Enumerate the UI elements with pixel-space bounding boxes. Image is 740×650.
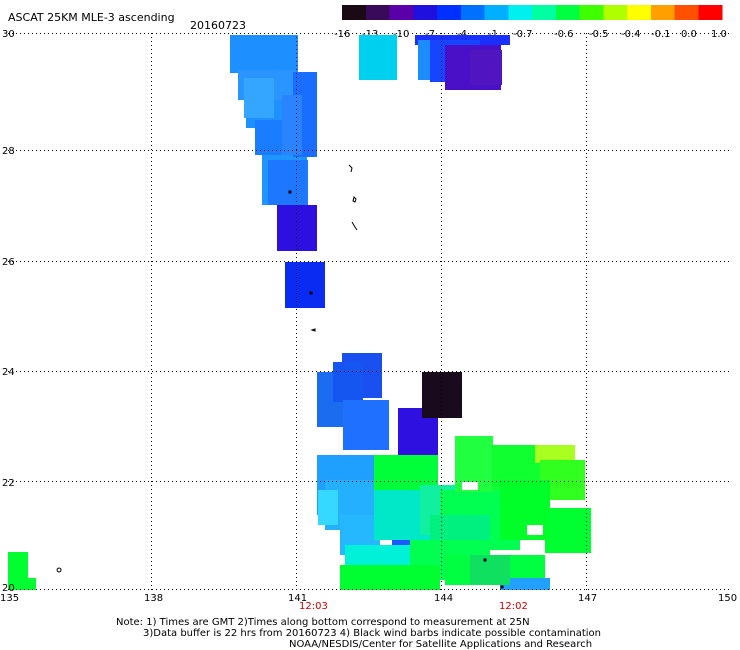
colorbar-label: -0.7 — [513, 29, 533, 40]
wind-data-block — [277, 205, 317, 251]
colorbar-label: -13 — [362, 29, 378, 40]
y-tick-label: 26 — [2, 257, 15, 268]
x-tick-label: 135 — [0, 593, 19, 604]
colorbar-swatch — [437, 5, 462, 20]
wind-data-block — [8, 578, 36, 590]
colorbar-swatch — [555, 5, 581, 20]
y-tick-label: 22 — [2, 478, 15, 489]
x-tick-label: 147 — [578, 593, 597, 604]
island-outlines — [56, 164, 504, 589]
product-date: 20160723 — [190, 19, 246, 32]
island-outline — [310, 328, 316, 332]
x-tick-label: 144 — [434, 593, 453, 604]
wind-data-block — [422, 372, 462, 418]
colorbar-label: -0.1 — [651, 29, 671, 40]
colorbar-swatch — [460, 5, 486, 20]
wind-data-block — [282, 95, 302, 155]
wind-data-block — [8, 552, 28, 580]
colorbar-swatch — [532, 5, 557, 20]
wind-data-swath — [8, 35, 591, 590]
note-line-1: Note: 1) Times are GMT 2)Times along bot… — [116, 617, 530, 628]
colorbar-swatch — [603, 5, 628, 20]
wind-data-block — [545, 508, 591, 553]
colorbar-label: -1 — [488, 29, 498, 40]
colorbar-swatch — [627, 5, 652, 20]
note-line-3: NOAA/NESDIS/Center for Satellite Applica… — [289, 639, 592, 650]
y-tick-label: 28 — [2, 146, 15, 157]
map-grid — [8, 33, 730, 590]
island-outline — [351, 221, 358, 231]
island-outline — [288, 190, 292, 194]
colorbar-label: -16 — [334, 29, 350, 40]
colorbar-label: 0.0 — [681, 29, 697, 40]
x-axis-labels: 135 138 141 144 147 150 — [0, 593, 737, 604]
y-tick-label: 20 — [2, 583, 15, 594]
colorbar-label: -7 — [425, 29, 435, 40]
wind-data-block — [340, 565, 440, 590]
wind-data-block — [500, 578, 550, 590]
colorbar-label: 1.0 — [711, 29, 727, 40]
colorbar-swatch — [365, 5, 391, 20]
wind-data-block — [268, 160, 308, 205]
wind-data-block — [318, 490, 338, 525]
wind-data-block — [359, 35, 397, 80]
wind-data-block — [230, 35, 298, 73]
island-outline — [483, 558, 487, 562]
colorbar-swatch — [674, 5, 699, 20]
island-outline — [56, 567, 62, 573]
data-gap — [462, 482, 478, 490]
y-axis-labels: 20 22 24 26 28 30 — [2, 29, 15, 594]
y-tick-label: 30 — [2, 29, 15, 40]
colorbar-swatch — [484, 5, 509, 20]
colorbar-label: -10 — [393, 29, 409, 40]
colorbar-label: -4 — [457, 29, 467, 40]
wind-data-block — [535, 445, 575, 463]
colorbar-swatch — [508, 5, 533, 20]
y-tick-label: 24 — [2, 367, 15, 378]
colorbar-swatch — [579, 5, 604, 20]
wind-data-block — [333, 362, 363, 402]
data-gap — [527, 525, 543, 535]
product-title: ASCAT 25KM MLE-3 ascending — [8, 11, 175, 24]
wind-data-block — [470, 555, 510, 585]
wind-data-block — [343, 400, 389, 450]
island-outline — [352, 196, 357, 203]
x-tick-label: 138 — [144, 593, 163, 604]
pass-time-label: 12:02 — [499, 601, 528, 612]
colorbar-swatch — [389, 5, 414, 20]
wind-data-block — [470, 50, 502, 85]
colorbar-label: -0.5 — [589, 29, 609, 40]
colorbar-label: -0.6 — [554, 29, 574, 40]
colorbar-swatch — [342, 5, 367, 20]
colorbar-label: -0.4 — [621, 29, 641, 40]
colorbar-swatch — [413, 5, 438, 20]
wind-data-block — [244, 78, 274, 118]
colorbar-labels: -16 -13 -10 -7 -4 -1 -0.7 -0.6 -0.5 -0.4… — [334, 29, 727, 40]
colorbar-swatch — [698, 5, 723, 20]
wind-data-block — [285, 262, 325, 308]
colorbar — [342, 5, 723, 20]
note-line-2: 3)Data buffer is 22 hrs from 20160723 4)… — [143, 628, 601, 639]
island-outline — [500, 585, 504, 589]
island-outline — [348, 164, 353, 173]
colorbar-swatch — [650, 5, 676, 20]
x-tick-label: 150 — [718, 593, 737, 604]
island-outline — [309, 291, 313, 295]
x-tick-label: 141 — [288, 593, 307, 604]
pass-time-label: 12:03 — [299, 601, 328, 612]
